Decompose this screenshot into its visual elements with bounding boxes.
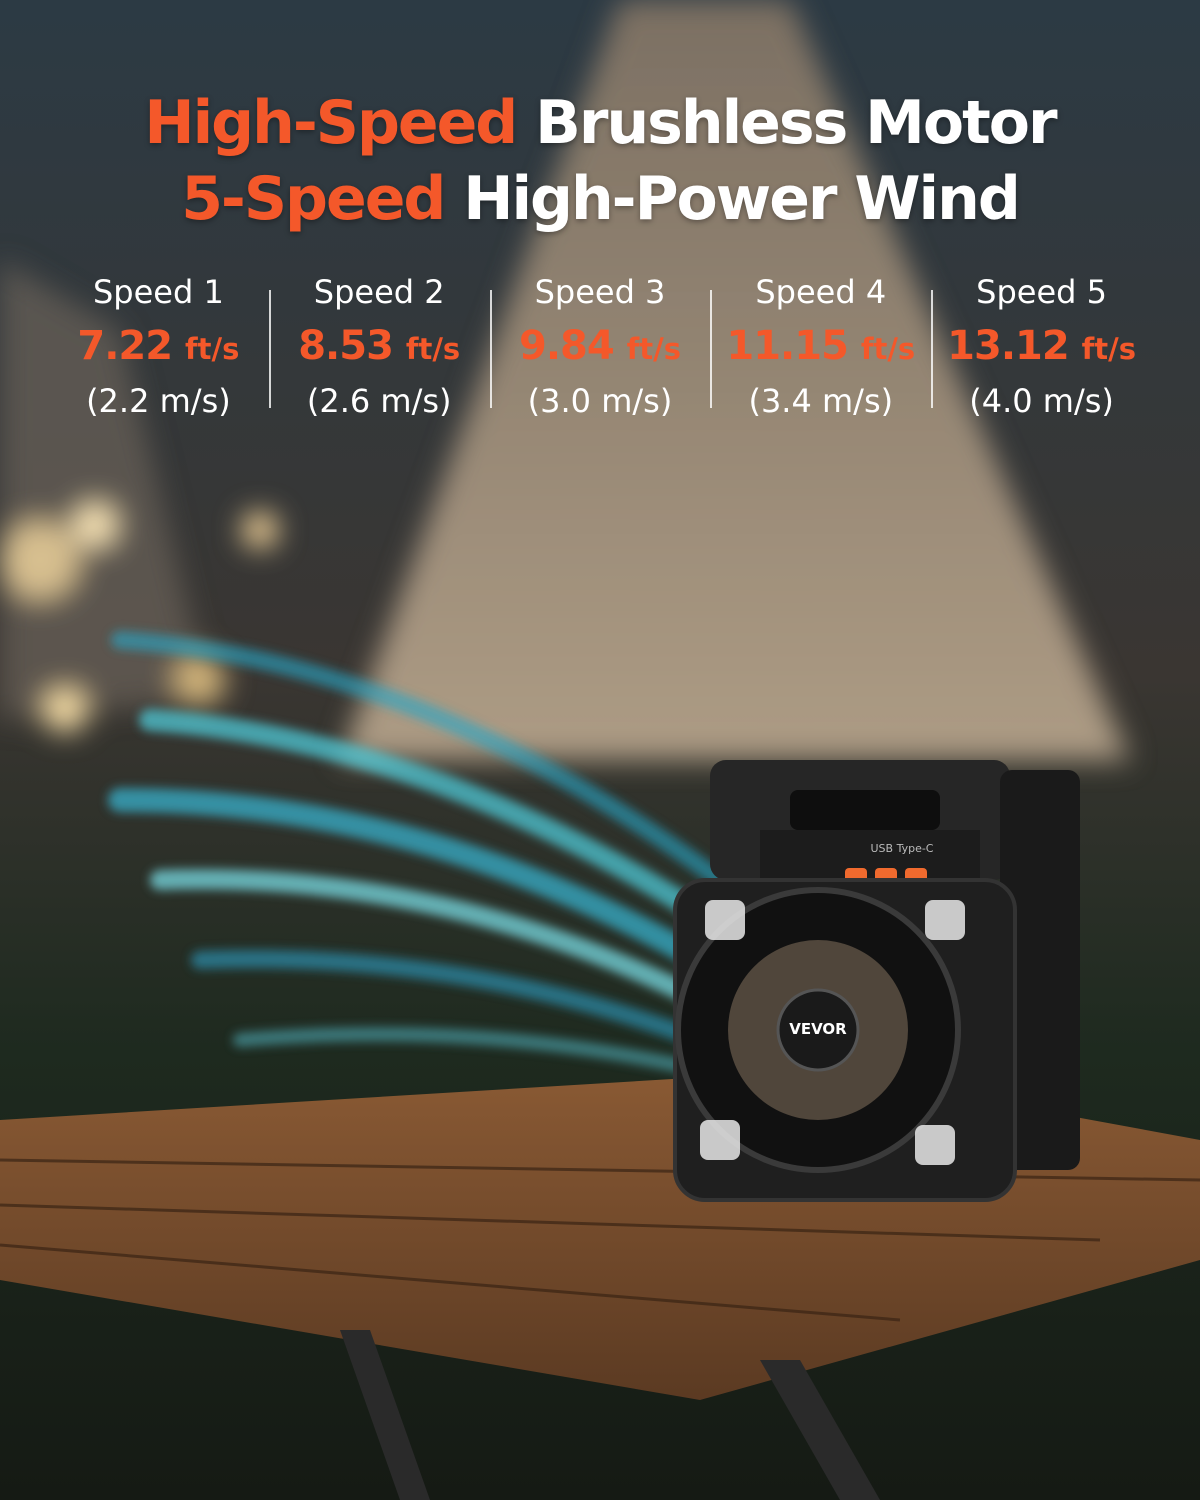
speed-unit: ft/s [1081,332,1136,366]
speed-metric: (3.4 m/s) [748,382,894,420]
speed-column: Speed 4 11.15 ft/s (3.4 m/s) [710,268,931,423]
speed-label: Speed 4 [755,273,887,311]
speed-value-line: 13.12 ft/s [931,316,1152,379]
speed-column: Speed 1 7.22 ft/s (2.2 m/s) [48,268,269,423]
headline-accent: High-Speed [144,88,518,158]
speed-metric: (2.6 m/s) [306,382,452,420]
speed-column: Speed 3 9.84 ft/s (3.0 m/s) [489,268,711,423]
speed-column: Speed 5 13.12 ft/s (4.0 m/s) [931,268,1152,423]
speed-label: Speed 5 [976,273,1107,311]
speed-unit: ft/s [185,332,240,366]
fan: VEVOR USB Type-C [673,760,1080,1202]
speed-value: 13.12 [947,323,1070,369]
speed-column: Speed 2 8.53 ft/s (2.6 m/s) [268,268,490,423]
speed-row: Speed 1 7.22 ft/s (2.2 m/s) Speed 2 8.53 ft/… [48,268,1152,423]
speed-label: Speed 2 [313,273,445,311]
speed-unit: ft/s [405,332,461,366]
headline-text: High-Power Wind [463,164,1021,234]
speed-metric: (4.0 m/s) [969,382,1114,420]
port-label: USB Type-C [871,842,934,855]
speed-unit: ft/s [860,332,916,366]
speed-value-line: 9.84 ft/s [490,316,711,379]
headline-text: Brushless Motor [535,88,1057,158]
speed-value: 7.22 [77,323,173,369]
speed-label: Speed 3 [534,273,666,311]
speed-unit: ft/s [626,332,681,366]
speed-metric: (3.0 m/s) [527,382,673,420]
speed-value: 9.84 [519,323,615,369]
speed-value-line: 8.53 ft/s [269,316,490,379]
headline-line: 5-Speed High-Power Wind [0,164,1200,234]
brand-logo: VEVOR [789,1020,847,1038]
speed-value-line: 11.15 ft/s [710,316,931,379]
speed-value: 8.53 [298,323,394,369]
speed-metric: (2.2 m/s) [86,382,231,420]
headline-line: High-Speed Brushless Motor [0,88,1200,158]
headline-accent: 5-Speed [181,164,446,234]
speed-value-line: 7.22 ft/s [48,316,269,379]
speed-label: Speed 1 [92,273,224,311]
speed-value: 11.15 [726,323,849,369]
